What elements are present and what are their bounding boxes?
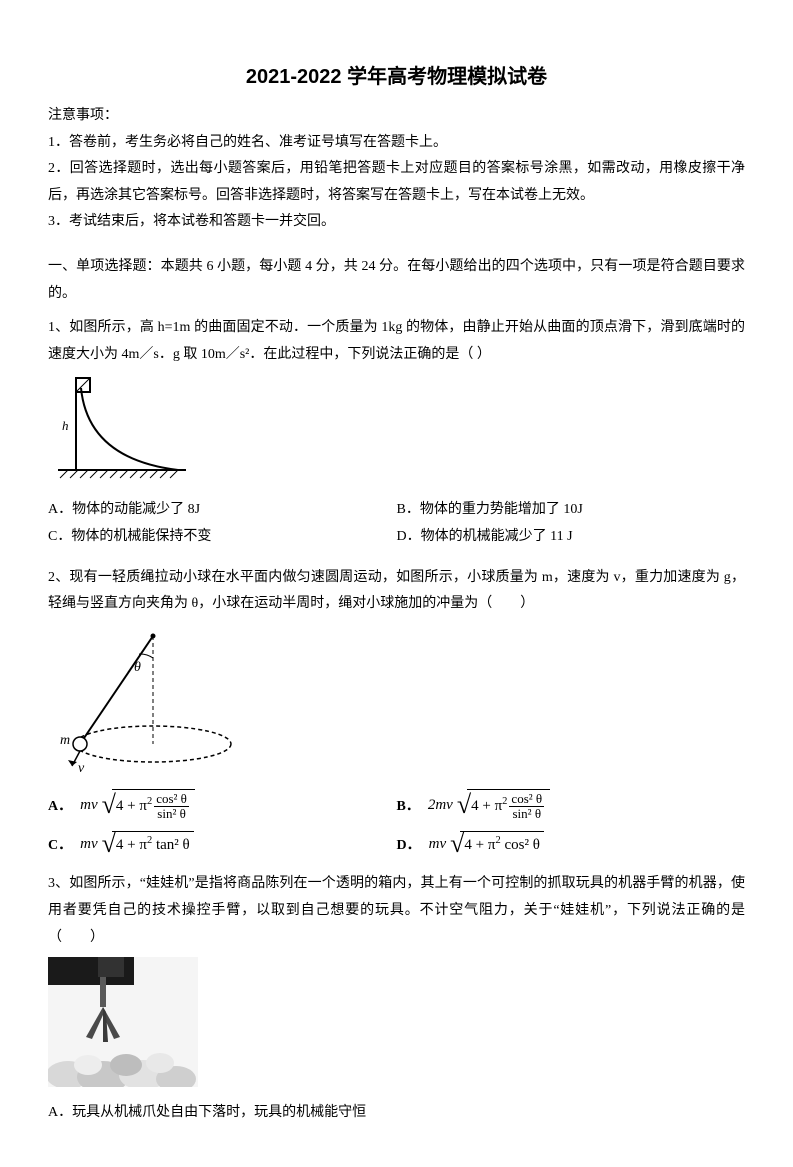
q1-curve-diagram: h <box>48 374 188 484</box>
q1-option-c: C．物体的机械能保持不变 <box>48 524 397 551</box>
q1-options-row2: C．物体的机械能保持不变 D．物体的机械能减少了 11 J <box>48 524 745 551</box>
q2-b-num: cos² θ <box>509 792 544 807</box>
q2-c-const: 4 + π <box>116 837 147 853</box>
q2-b-den: sin² θ <box>511 807 544 821</box>
q1-stem: 1、如图所示，高 h=1m 的曲面固定不动．一个质量为 1kg 的物体，由静止开… <box>48 315 745 368</box>
q3-figure <box>48 957 745 1092</box>
q3-option-a: A．玩具从机械爪处自由下落时，玩具的机械能守恒 <box>48 1100 745 1127</box>
q2-figure: θ m v <box>48 624 745 779</box>
q2-options-row2: C． mv √ 4 + π2 tan² θ D． mv √ 4 + π2 cos… <box>48 831 745 857</box>
notice-header: 注意事项： <box>48 103 745 130</box>
q2-d-cos: cos² θ <box>501 837 540 853</box>
q2-option-d: D． mv √ 4 + π2 cos² θ <box>397 831 746 857</box>
q1-option-d: D．物体的机械能减少了 11 J <box>397 524 746 551</box>
q2-c-prefix: C． <box>48 834 72 854</box>
notice-1: 1．答卷前，考生务必将自己的姓名、准考证号填写在答题卡上。 <box>48 130 745 157</box>
q1-options-row1: A．物体的动能减少了 8J B．物体的重力势能增加了 10J <box>48 497 745 524</box>
q2-b-prefix: B． <box>397 795 420 815</box>
q2-d-prefix: D． <box>397 834 421 854</box>
q2-a-num: cos² θ <box>154 792 189 807</box>
q2-a-mv: mv <box>80 797 98 814</box>
section-1-header: 一、单项选择题：本题共 6 小题，每小题 4 分，共 24 分。在每小题给出的四… <box>48 254 745 307</box>
q2-option-b: B． 2mv √ 4 + π2 cos² θ sin² θ <box>397 789 746 822</box>
q3-claw-machine <box>48 957 198 1087</box>
q2-c-mv: mv <box>80 836 98 853</box>
q2-d-const: 4 + π <box>464 837 495 853</box>
q2-a-prefix: A． <box>48 795 72 815</box>
notice-2: 2．回答选择题时，选出每小题答案后，用铅笔把答题卡上对应题目的答案标号涂黑，如需… <box>48 156 745 209</box>
q2-stem: 2、现有一轻质绳拉动小球在水平面内做匀速圆周运动，如图所示，小球质量为 m，速度… <box>48 565 745 618</box>
page-title: 2021-2022 学年高考物理模拟试卷 <box>48 60 745 89</box>
q3-stem: 3、如图所示，“娃娃机”是指将商品陈列在一个透明的箱内，其上有一个可控制的抓取玩… <box>48 871 745 951</box>
q2-option-c: C． mv √ 4 + π2 tan² θ <box>48 831 397 857</box>
q2-c-tan: tan² θ <box>152 837 190 853</box>
v-label: v <box>78 761 85 774</box>
q1-figure: h <box>48 374 745 489</box>
h-label-text: h <box>62 418 69 433</box>
exam-page: 2021-2022 学年高考物理模拟试卷 注意事项： 1．答卷前，考生务必将自己… <box>0 0 793 1167</box>
q2-options-row1: A． mv √ 4 + π2 cos² θ sin² θ B． <box>48 789 745 822</box>
q1-option-a: A．物体的动能减少了 8J <box>48 497 397 524</box>
q2-a-den: sin² θ <box>155 807 188 821</box>
theta-label: θ <box>134 660 141 675</box>
q2-d-mv: mv <box>429 836 447 853</box>
q2-cone-diagram: θ m v <box>48 624 248 774</box>
q2-b-mv: 2mv <box>428 797 453 814</box>
q2-a-const: 4 + π <box>116 798 147 814</box>
q2-option-a: A． mv √ 4 + π2 cos² θ sin² θ <box>48 789 397 822</box>
q2-b-const: 4 + π <box>471 798 502 814</box>
notice-3: 3．考试结束后，将本试卷和答题卡一并交回。 <box>48 209 745 236</box>
q1-option-b: B．物体的重力势能增加了 10J <box>397 497 746 524</box>
m-label: m <box>60 733 70 748</box>
